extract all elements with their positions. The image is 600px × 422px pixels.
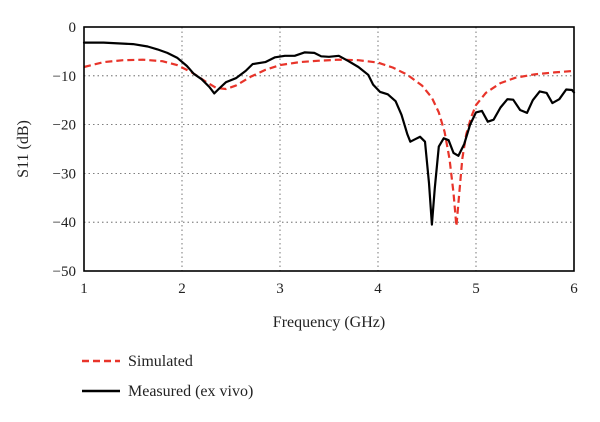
series-line-0 [83,58,575,228]
series-line-1 [82,41,576,226]
x-tick-label: 3 [276,281,284,297]
legend-label: Simulated [128,353,193,370]
series-lines [82,41,576,228]
y-tick-label: −40 [53,215,76,231]
y-tick-label: −50 [53,264,76,280]
x-tick-label: 1 [80,281,88,297]
legend: Simulated Measured (ex vivo) [82,353,253,400]
y-axis-title: S11 (dB) [15,120,32,178]
x-tick-label: 6 [570,281,578,297]
x-tick-label: 4 [374,281,382,297]
x-tick-label: 5 [472,281,480,297]
plot-area-frame [83,26,575,272]
y-tick-label: 0 [69,20,77,36]
legend-label: Measured (ex vivo) [128,383,253,400]
x-tick-label: 2 [178,281,186,297]
grid [84,27,574,271]
axis-ticks: 1 2 3 4 5 6 0 −10 −20 −30 −40 −50 [53,20,579,297]
y-tick-label: −30 [53,166,76,182]
y-tick-label: −10 [53,69,76,85]
y-tick-label: −20 [53,118,76,134]
x-axis-title: Frequency (GHz) [273,314,385,331]
